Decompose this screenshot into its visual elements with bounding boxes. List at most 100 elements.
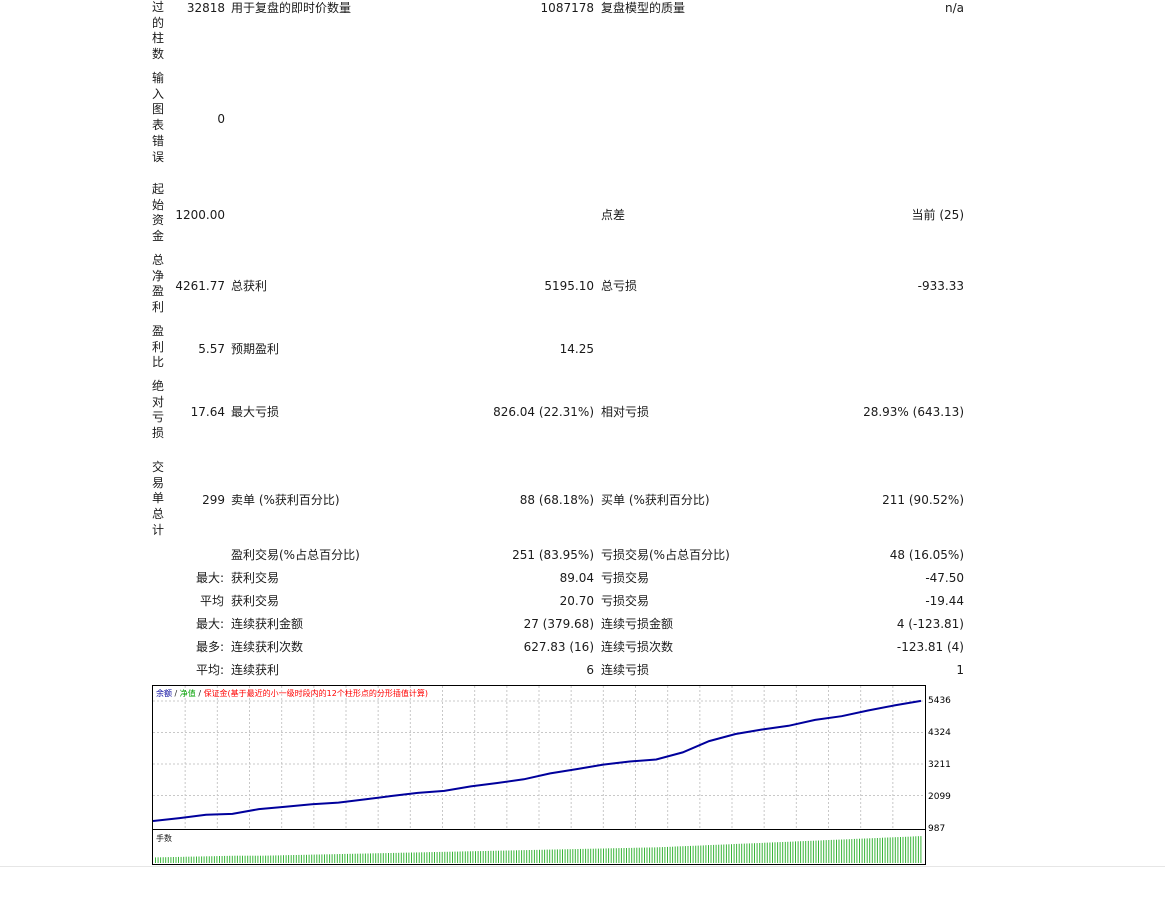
volume-bar [562,849,563,863]
volume-bar [495,850,497,863]
volume-bar [687,846,689,863]
stat-value-left: 627.83 (16) [523,640,594,654]
stat-prefix: 平均 [199,594,224,608]
volume-bar [838,839,840,863]
volume-bar [830,839,832,863]
volume-bar [887,837,889,863]
caption-gross-loss: 总亏损 [601,279,638,293]
volume-bar [229,855,231,863]
volume-bar [866,838,868,863]
volume-bar [620,848,622,863]
caption-quality: 复盘模型的质量 [601,1,686,15]
volume-bar [260,855,261,863]
volume-bar [900,837,901,863]
volume-bar [751,843,753,863]
balance-chart-svg [153,686,925,829]
volume-bar [426,852,428,863]
volume-bar [472,851,474,863]
stat-value-left: 27 (379.68) [523,617,594,631]
volume-bar [523,850,525,863]
legend-margin: 保证金(基于最近的小一级时段内的12个柱形点的分形插值计算) [203,689,428,698]
volume-bar [172,857,174,863]
volume-bar [756,843,758,863]
volume-bar [234,855,236,863]
label-total-trades: 交易单总计 [151,460,164,537]
volume-bar [349,853,351,863]
volume-bar [613,848,615,863]
volume-bar [413,852,415,863]
volume-bar [531,850,533,863]
volume-bar [219,856,220,863]
volume-bar [789,841,791,863]
value-profit-factor: 5.57 [198,342,225,356]
volume-bar [452,851,453,863]
volume-bar [500,850,502,863]
volume-bar [336,854,338,863]
volume-bar [303,854,305,863]
stat-value-left: 20.70 [559,594,594,608]
volume-bar [782,842,784,863]
volume-bar [574,849,576,863]
volume-bar [364,853,366,863]
label-profit-factor: 盈利比 [151,324,164,370]
volume-bar [779,842,781,863]
volume-bar [352,853,354,863]
volume-bar [298,854,300,863]
volume-bar [444,851,446,863]
label-errors: 输入图表错误 [151,71,164,164]
volume-bar [905,836,907,863]
volume-bar [646,847,648,863]
caption-gross-profit: 总获利 [231,279,268,293]
volume-bar [329,854,331,863]
volume-bar [915,836,917,863]
volume-bar [206,856,208,863]
volume-bar [820,840,822,863]
volume-bar [295,855,297,863]
stat-caption-left: 连续获利金额 [231,617,304,631]
volume-bar [311,854,313,863]
value-spread: 当前 (25) [911,208,964,222]
volume-bar [792,841,794,863]
volume-bar [884,837,886,863]
volume-bar [684,846,686,863]
volume-bar [341,854,343,863]
volume-bar [434,852,435,863]
volume-bar [795,841,796,863]
volume-bar [408,852,410,863]
volume-bar [464,851,466,863]
stat-value-right: 1 [956,663,964,677]
volume-bar [270,855,272,863]
stat-prefix: 最多: [195,640,224,654]
stat-value-right: 4 (-123.81) [896,617,964,631]
caption-relative-drawdown: 相对亏损 [601,405,650,419]
volume-bar [344,853,346,863]
volume-bar [559,849,561,863]
volume-bar [431,852,433,863]
volume-bar [265,855,267,863]
volume-bar [679,846,681,863]
caption-short-positions: 卖单 (%获利百分比) [231,493,340,507]
volume-bar [672,846,674,863]
volume-bar [626,848,627,863]
volume-bar [508,850,510,863]
volume-bar [825,840,827,863]
volume-bar [897,837,899,863]
volume-bar [577,849,579,863]
legend-separator: / [195,689,204,698]
volume-bar [638,847,640,863]
volume-bar [556,849,558,863]
volume-bar [713,844,715,863]
volume-bar [198,856,200,863]
y-tick: 2099 [928,792,951,802]
volume-bar [395,852,397,863]
volume-bar [605,848,607,863]
value-quality: n/a [944,1,964,15]
volume-bar [728,844,730,863]
balance-chart: 余额 / 净值 / 保证金(基于最近的小一级时段内的12个柱形点的分形插值计算) [152,685,926,830]
value-short-positions: 88 (68.18%) [519,493,594,507]
volume-bar [403,852,405,863]
volume-bar [746,843,748,863]
volume-bar [308,854,310,863]
label-absolute-drawdown: 绝对亏损 [151,379,164,441]
volume-bar [354,853,356,863]
